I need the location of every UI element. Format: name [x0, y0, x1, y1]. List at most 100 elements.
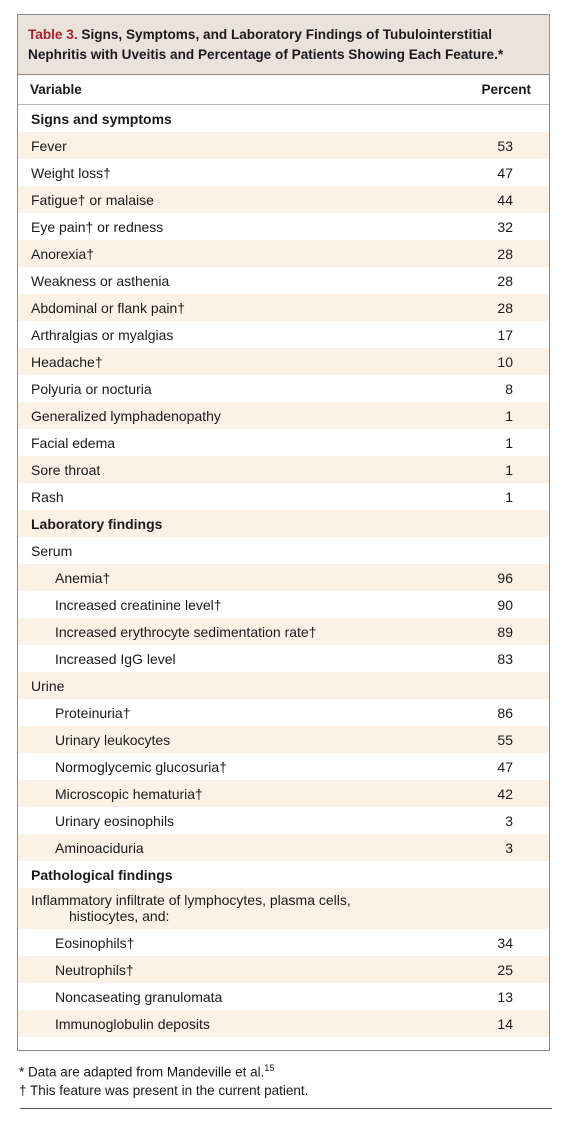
row-percent: 55	[497, 731, 513, 748]
table-row: Urine	[18, 672, 549, 699]
row-percent: 28	[497, 299, 513, 316]
table-row: Rash 1	[18, 483, 549, 510]
row-label: Serum	[31, 542, 73, 559]
row-percent: 3	[505, 812, 513, 829]
table-row: Sore throat 1	[18, 456, 549, 483]
table-title-line1: Signs, Symptoms, and Laboratory Findings…	[81, 27, 492, 42]
row-label: Urinary leukocytes	[55, 731, 171, 748]
table-row: Eosinophils† 34	[18, 929, 549, 956]
row-label: Increased creatinine level†	[55, 596, 222, 613]
row-percent: 90	[497, 596, 513, 613]
row-label: Arthralgias or myalgias	[31, 326, 174, 343]
row-label: Weakness or asthenia	[31, 272, 170, 289]
table-row: Increased IgG level 83	[18, 645, 549, 672]
row-percent: 34	[497, 934, 513, 951]
table-row: Fatigue† or malaise 44	[18, 186, 549, 213]
table-row: Urinary eosinophils 3	[18, 807, 549, 834]
table-row: Weight loss† 47	[18, 159, 549, 186]
row-label: Laboratory findings	[31, 515, 163, 532]
row-percent: 10	[497, 353, 513, 370]
table-body: Signs and symptoms Fever 53 Weight loss† 47 F…	[18, 105, 549, 1037]
row-percent: 86	[497, 704, 513, 721]
table-row: Weakness or asthenia 28	[18, 267, 549, 294]
row-percent: 28	[497, 245, 513, 262]
table-row: Microscopic hematuria† 42	[18, 780, 549, 807]
section-row: Pathological findings	[18, 861, 549, 888]
row-label: Headache†	[31, 353, 103, 370]
table-title: Table 3. Signs, Symptoms, and Laboratory…	[18, 15, 549, 75]
table-label: Table 3.	[28, 27, 78, 42]
table-row: Facial edema 1	[18, 429, 549, 456]
row-percent: 25	[497, 961, 513, 978]
row-percent: 42	[497, 785, 513, 802]
table-row: Eye pain† or redness 32	[18, 213, 549, 240]
row-percent: 47	[497, 758, 513, 775]
row-percent: 83	[497, 650, 513, 667]
row-label: Immunoglobulin deposits	[55, 1015, 210, 1032]
footnote-reference: 15	[264, 1063, 275, 1073]
table-row: Headache† 10	[18, 348, 549, 375]
row-label: Weight loss†	[31, 164, 111, 181]
row-percent: 1	[505, 488, 513, 505]
row-label: Increased IgG level	[55, 650, 176, 667]
footnotes: * Data are adapted from Mandeville et al…	[19, 1059, 308, 1100]
row-percent: 44	[497, 191, 513, 208]
table-row: Anemia† 96	[18, 564, 549, 591]
row-label: Noncaseating granulomata	[55, 988, 223, 1005]
row-label: Pathological findings	[31, 866, 173, 883]
row-label: Polyuria or nocturia	[31, 380, 152, 397]
row-percent: 47	[497, 164, 513, 181]
row-percent: 8	[505, 380, 513, 397]
row-label: Microscopic hematuria†	[55, 785, 203, 802]
column-header-percent: Percent	[481, 82, 531, 97]
table-header: Variable Percent	[18, 75, 549, 105]
row-label: Fever	[31, 137, 67, 154]
table-row: Normoglycemic glucosuria† 47	[18, 753, 549, 780]
row-label: Rash	[31, 488, 64, 505]
row-percent: 3	[505, 839, 513, 856]
section-row: Laboratory findings	[18, 510, 549, 537]
row-label: Eye pain† or redness	[31, 218, 164, 235]
row-percent: 1	[505, 461, 513, 478]
table-row: Fever 53	[18, 132, 549, 159]
row-label: Facial edema	[31, 434, 116, 451]
footnote-dagger: † This feature was present in the curren…	[19, 1082, 309, 1098]
table-row: Polyuria or nocturia 8	[18, 375, 549, 402]
row-percent: 14	[497, 1015, 513, 1032]
table-row: Anorexia† 28	[18, 240, 549, 267]
table-title-line2: Nephritis with Uveitis and Percentage of…	[28, 47, 504, 62]
row-label-continuation: histiocytes, and:	[69, 908, 170, 924]
section-row: Signs and symptoms	[18, 105, 549, 132]
row-label: Eosinophils†	[55, 934, 135, 951]
table-row: Aminoaciduria 3	[18, 834, 549, 861]
table-row: Inflammatory infiltrate of lymphocytes, …	[18, 888, 549, 929]
footnote-source: * Data are adapted from Mandeville et al…	[19, 1063, 275, 1080]
table-frame: Table 3. Signs, Symptoms, and Laboratory…	[17, 14, 550, 1051]
row-label-wrap: Inflammatory infiltrate of lymphocytes, …	[31, 892, 351, 924]
row-label: Proteinuria†	[55, 704, 131, 721]
row-percent: 28	[497, 272, 513, 289]
row-percent: 53	[497, 137, 513, 154]
row-percent: 13	[497, 988, 513, 1005]
row-percent: 96	[497, 569, 513, 586]
row-label: Generalized lymphadenopathy	[31, 407, 221, 424]
row-label: Anemia†	[55, 569, 111, 586]
row-percent: 17	[497, 326, 513, 343]
row-label: Aminoaciduria	[55, 839, 144, 856]
row-percent: 1	[505, 434, 513, 451]
row-label: Abdominal or flank pain†	[31, 299, 186, 316]
table-row: Proteinuria† 86	[18, 699, 549, 726]
row-label: Urinary eosinophils	[55, 812, 175, 829]
table-row: Urinary leukocytes 55	[18, 726, 549, 753]
row-label: Sore throat	[31, 461, 101, 478]
table-row: Abdominal or flank pain† 28	[18, 294, 549, 321]
table-row: Immunoglobulin deposits 14	[18, 1010, 549, 1037]
table-row: Noncaseating granulomata 13	[18, 983, 549, 1010]
table-row: Neutrophils† 25	[18, 956, 549, 983]
table-row: Serum	[18, 537, 549, 564]
table-row: Increased erythrocyte sedimentation rate…	[18, 618, 549, 645]
row-label: Fatigue† or malaise	[31, 191, 154, 208]
bottom-rule	[20, 1108, 552, 1109]
row-percent: 32	[497, 218, 513, 235]
row-label: Increased erythrocyte sedimentation rate…	[55, 623, 317, 640]
